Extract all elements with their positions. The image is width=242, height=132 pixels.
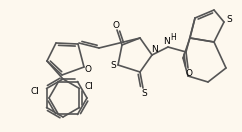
- Text: N: N: [151, 46, 157, 55]
- Text: Cl: Cl: [84, 82, 93, 91]
- Text: N: N: [164, 37, 170, 46]
- Text: S: S: [110, 62, 116, 70]
- Text: S: S: [141, 88, 147, 98]
- Text: O: O: [84, 65, 91, 74]
- Text: O: O: [186, 69, 192, 77]
- Text: Cl: Cl: [30, 87, 39, 96]
- Text: S: S: [226, 15, 232, 25]
- Text: H: H: [170, 32, 176, 41]
- Text: O: O: [113, 20, 120, 29]
